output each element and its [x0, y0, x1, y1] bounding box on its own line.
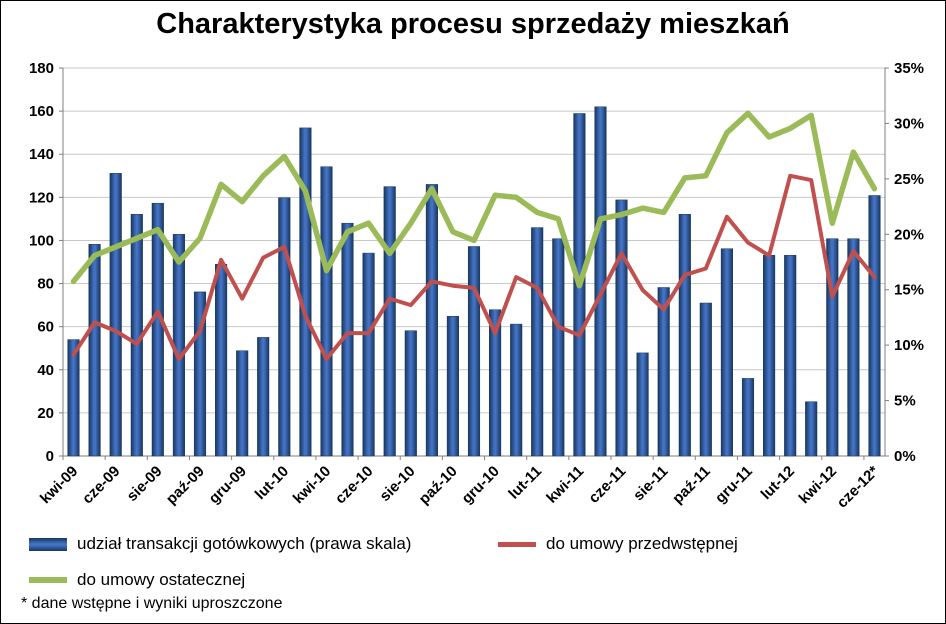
x-axis-tick-label: paź-10 — [416, 463, 461, 508]
bar-31 — [720, 248, 733, 457]
legend-item-bars: udział transakcji gotówkowych (prawa ska… — [29, 534, 411, 554]
legend-label-bars: udział transakcji gotówkowych (prawa ska… — [77, 534, 412, 553]
x-axis-tick-label: gru-09 — [206, 463, 250, 507]
bar-12 — [320, 166, 333, 457]
x-axis-tick-label: cze-09 — [79, 463, 123, 507]
right-axis-tick-label: 10% — [894, 337, 924, 354]
right-axis-tick-label: 5% — [894, 393, 916, 410]
x-axis-tick-label: paź-09 — [163, 463, 208, 508]
bar-27 — [636, 352, 649, 457]
left-axis-tick-label: 180 — [29, 60, 54, 77]
legend-label-green-line: do umowy ostatecznej — [77, 570, 246, 589]
bar-1 — [88, 244, 101, 457]
right-axis-tick-label: 30% — [894, 115, 924, 132]
x-axis-tick-label: kwi-12 — [796, 463, 840, 507]
bar-11 — [299, 127, 312, 457]
x-axis-tick-label: sie-10 — [376, 463, 418, 505]
green-line — [70, 110, 878, 289]
red-line-swatch-icon — [498, 541, 536, 547]
bar-20 — [489, 309, 502, 457]
left-axis-tick-label: 40 — [37, 362, 54, 379]
bar-28 — [657, 287, 670, 457]
bar-38 — [868, 195, 881, 457]
left-axis-tick-label: 140 — [29, 146, 54, 163]
x-axis-tick-label: sie-11 — [630, 463, 672, 505]
left-axis-tick-label: 60 — [37, 319, 54, 336]
bar-9 — [257, 337, 270, 457]
x-axis-tick-label: gru-10 — [458, 463, 502, 507]
bar-37 — [847, 238, 860, 457]
bar-21 — [510, 323, 523, 457]
bar-14 — [362, 252, 375, 457]
right-axis-tick-label: 20% — [894, 226, 924, 243]
legend-item-red-line: do umowy przedwstępnej — [498, 534, 738, 554]
chart-title: Charakterystyka procesu sprzedaży mieszk… — [156, 8, 790, 40]
bar-10 — [278, 197, 291, 457]
bar-22 — [531, 227, 544, 457]
x-axis-tick-label: cze-12* — [834, 463, 883, 512]
bar-4 — [151, 202, 164, 457]
right-axis-tick-label: 25% — [894, 171, 924, 188]
bar-36 — [826, 238, 839, 457]
x-axis-tick-label: cze-10 — [332, 463, 376, 507]
x-axis-tick-label: cze-11 — [585, 463, 629, 507]
left-axis-tick-label: 120 — [29, 189, 54, 206]
left-axis-tick-label: 160 — [29, 103, 54, 120]
x-axis-tick-label: gru-11 — [712, 463, 756, 507]
left-axis-tick-label: 80 — [37, 276, 54, 293]
x-axis-tick-label: kwi-10 — [290, 463, 334, 507]
bar-34 — [784, 255, 797, 457]
bar-19 — [467, 246, 481, 457]
left-axis-tick-label: 100 — [29, 232, 54, 249]
x-axis-tick-label: kwi-09 — [37, 463, 81, 507]
bar-25 — [594, 106, 607, 457]
x-axis-tick-label: lut-10 — [252, 463, 292, 503]
bar-23 — [552, 238, 565, 457]
x-axis-tick-label: kwi-11 — [543, 463, 587, 507]
bar-30 — [699, 302, 712, 457]
left-axis-tick-label: 0 — [46, 448, 54, 465]
right-axis-tick-label: 0% — [894, 448, 916, 465]
bar-33 — [763, 255, 776, 457]
legend-label-red-line: do umowy przedwstępnej — [546, 534, 738, 553]
bar-15 — [383, 186, 396, 457]
bar-6 — [193, 291, 207, 457]
x-axis-tick-label: lut-12 — [758, 463, 798, 503]
x-axis-tick-label: lut-11 — [505, 463, 545, 503]
bar-16 — [404, 330, 417, 457]
bar-series-swatch-icon — [29, 537, 67, 551]
footnote: * dane wstępne i wyniki uproszczone — [21, 595, 283, 612]
green-line-swatch-icon — [29, 577, 67, 583]
bar-32 — [741, 378, 755, 457]
x-axis-tick-label: sie-09 — [124, 463, 166, 505]
bar-8 — [236, 350, 249, 457]
right-axis-tick-label: 15% — [894, 282, 924, 299]
bar-18 — [446, 316, 459, 457]
bar-0 — [67, 339, 80, 457]
bar-7 — [215, 263, 228, 457]
red-line — [71, 173, 877, 361]
legend-item-green-line: do umowy ostatecznej — [29, 570, 245, 590]
chart-plot: 0 20 40 60 80 100 120 140 160 180 0% 5% 10% 15% 20% 25%… — [29, 60, 924, 512]
bar-17 — [425, 184, 438, 457]
bar-35 — [805, 401, 818, 457]
left-axis-tick-label: 20 — [37, 405, 54, 422]
bar-26 — [615, 199, 628, 457]
right-axis-tick-label: 35% — [894, 60, 924, 77]
bar-2 — [109, 173, 122, 457]
bar-29 — [678, 214, 691, 457]
x-axis-tick-label: paź-11 — [669, 463, 713, 507]
